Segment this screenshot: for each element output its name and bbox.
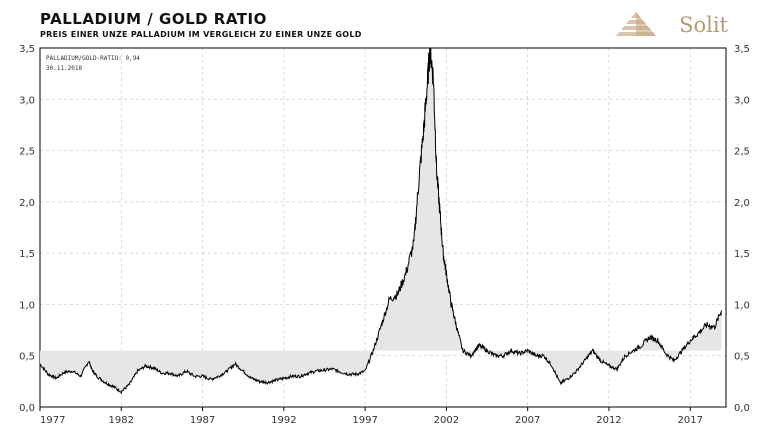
y-tick-label-left: 1,5 <box>19 249 35 260</box>
x-tick-label: 2017 <box>678 415 703 426</box>
x-tick-label: 2002 <box>434 415 459 426</box>
x-tick-label: 1997 <box>352 415 377 426</box>
y-tick-label-right: 0,5 <box>734 352 750 363</box>
y-tick-label-left: 2,5 <box>19 147 35 158</box>
area-fill <box>40 48 722 394</box>
brand-logo: Solit <box>608 10 728 42</box>
y-tick-label-left: 3,5 <box>19 44 35 55</box>
x-tick-label: 1977 <box>40 415 65 426</box>
y-tick-label-left: 2,0 <box>19 198 35 209</box>
y-tick-label-right: 0,0 <box>734 403 750 414</box>
series-line <box>39 47 722 395</box>
annotation-label: PALLADIUM/GOLD-RATIO: 0,94 <box>46 55 140 62</box>
brand-name: Solit <box>679 13 728 37</box>
y-tick-label-right: 3,0 <box>734 95 750 106</box>
y-tick-label-right: 1,0 <box>734 300 750 311</box>
y-tick-label-right: 1,5 <box>734 249 750 260</box>
pyramid-icon <box>614 12 658 36</box>
annotation-date: 30.11.2018 <box>46 65 83 72</box>
chart-subtitle: PREIS EINER UNZE PALLADIUM IM VERGLEICH … <box>40 30 362 39</box>
x-tick-label: 2007 <box>515 415 540 426</box>
y-tick-label-right: 2,5 <box>734 147 750 158</box>
plot-frame <box>39 47 727 408</box>
ticks-layer: 0,0 0,0 0,5 0,5 1,0 1,0 1,5 1,5 2,0 2,0 2,5 2,5 3,0 3… <box>19 44 750 426</box>
x-tick-label: 1992 <box>271 415 296 426</box>
y-tick-label-left: 0,0 <box>19 403 35 414</box>
y-tick-label-left: 3,0 <box>19 95 35 106</box>
x-tick-label: 1987 <box>190 415 215 426</box>
x-tick-label: 2012 <box>596 415 621 426</box>
x-tick-label: 1982 <box>109 415 134 426</box>
chart-title: PALLADIUM / GOLD RATIO <box>40 10 267 28</box>
y-tick-label-left: 1,0 <box>19 300 35 311</box>
y-tick-label-right: 2,0 <box>734 198 750 209</box>
y-tick-label-right: 3,5 <box>734 44 750 55</box>
y-tick-label-left: 0,5 <box>19 352 35 363</box>
